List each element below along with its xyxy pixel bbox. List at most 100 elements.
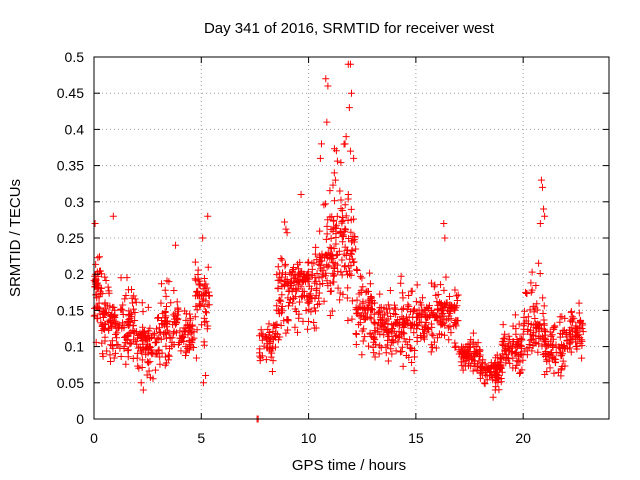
data-point	[477, 367, 485, 375]
data-point	[274, 285, 282, 293]
data-point	[284, 326, 292, 334]
data-point	[333, 261, 341, 269]
data-point	[162, 334, 170, 342]
data-point	[106, 357, 114, 365]
data-point	[560, 342, 568, 350]
data-point	[563, 336, 571, 344]
data-point	[344, 195, 352, 203]
data-point	[434, 291, 442, 299]
data-point	[342, 133, 350, 141]
data-point	[296, 269, 304, 277]
data-point	[440, 286, 448, 294]
data-point	[192, 354, 200, 362]
data-point	[324, 282, 332, 290]
data-point	[339, 233, 347, 241]
data-point	[262, 356, 270, 364]
data-point	[276, 333, 284, 341]
data-point	[330, 169, 338, 177]
data-point	[480, 379, 488, 387]
data-point	[363, 287, 371, 295]
data-point	[100, 325, 108, 333]
data-point	[536, 270, 544, 278]
data-point	[296, 258, 304, 266]
data-point	[304, 277, 312, 285]
data-point	[559, 357, 567, 365]
data-point	[433, 313, 441, 321]
data-point	[342, 226, 350, 234]
x-tick-labels: 0 5 10 15 20	[90, 430, 531, 446]
data-point	[110, 354, 118, 362]
data-point	[443, 316, 451, 324]
data-point	[292, 293, 300, 301]
data-point	[348, 89, 355, 97]
data-point	[567, 308, 575, 316]
data-point	[294, 265, 302, 273]
data-point	[307, 294, 315, 302]
data-point	[311, 274, 319, 282]
data-point	[315, 294, 323, 302]
data-point	[139, 331, 147, 339]
data-point	[145, 344, 153, 352]
data-point	[264, 325, 272, 333]
y-tick-labels: 0 0.05 0.1 0.15 0.2 0.25 0.3 0.35 0.4 0.45 0.5	[57, 49, 84, 427]
data-point	[296, 298, 304, 306]
data-point	[559, 327, 567, 335]
data-point	[331, 176, 339, 184]
data-point	[264, 344, 272, 352]
data-point	[386, 287, 394, 295]
data-point	[338, 219, 346, 227]
data-point	[329, 254, 337, 262]
data-point	[343, 271, 351, 279]
data-point	[452, 342, 460, 350]
data-point	[322, 75, 330, 83]
data-point	[487, 359, 495, 367]
data-point	[320, 297, 328, 305]
data-point	[359, 283, 367, 291]
data-point	[111, 306, 119, 314]
data-point	[172, 241, 180, 249]
data-point	[202, 308, 210, 316]
data-point	[481, 364, 489, 372]
data-point	[405, 291, 413, 299]
data-point	[399, 314, 407, 322]
data-point	[278, 291, 286, 299]
data-point	[155, 313, 163, 321]
data-point	[332, 234, 340, 242]
data-point	[381, 320, 389, 328]
data-point	[447, 301, 455, 309]
data-point	[131, 308, 139, 316]
x-tick-label: 20	[515, 430, 531, 446]
x-tick-label: 5	[197, 430, 205, 446]
data-point	[102, 276, 110, 284]
data-point	[425, 302, 433, 310]
data-point	[398, 313, 406, 321]
data-point	[344, 284, 352, 292]
data-point	[153, 335, 161, 343]
data-point	[537, 176, 545, 184]
data-point	[406, 308, 414, 316]
data-point	[138, 364, 146, 372]
data-point	[200, 341, 208, 349]
data-point	[119, 301, 127, 309]
data-point	[499, 350, 507, 358]
data-point	[492, 354, 500, 362]
data-point	[539, 294, 547, 302]
data-point	[509, 354, 517, 362]
data-point	[124, 286, 132, 294]
data-point	[516, 334, 524, 342]
data-point	[506, 359, 514, 367]
data-point	[423, 314, 431, 322]
data-point	[346, 60, 354, 68]
data-point	[324, 216, 332, 224]
data-point	[390, 301, 398, 309]
data-point	[435, 330, 443, 338]
data-point	[278, 269, 286, 277]
data-point	[311, 307, 319, 315]
data-point	[563, 345, 571, 353]
data-point	[186, 314, 194, 322]
data-point	[314, 300, 322, 308]
data-point	[103, 347, 111, 355]
y-tick-label: 0.5	[65, 49, 85, 65]
data-point	[155, 324, 163, 332]
data-point	[459, 366, 467, 374]
